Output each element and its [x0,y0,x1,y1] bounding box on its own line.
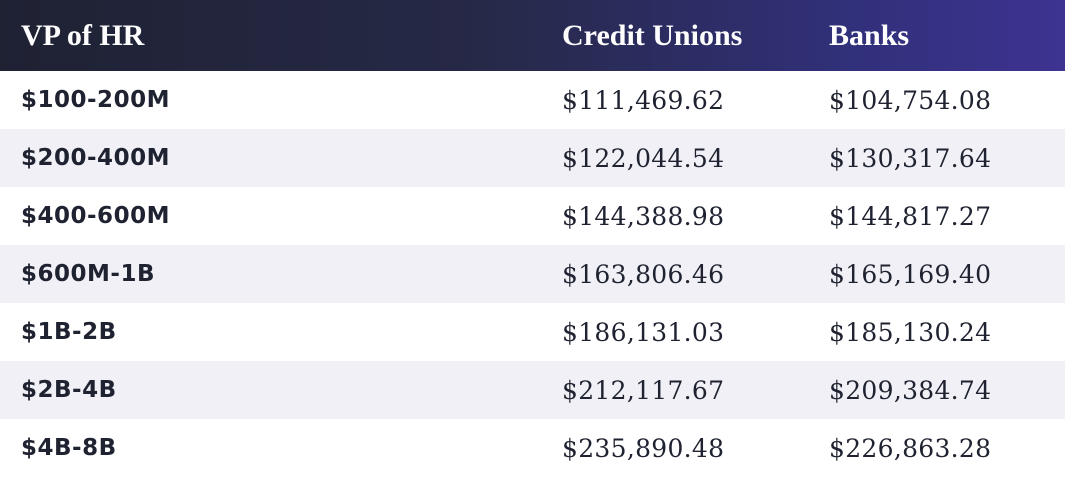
row-label: $4B-8B [21,435,117,461]
table-row: $100-200M $111,469.62 $104,754.08 [0,71,1065,129]
credit-unions-value: $163,806.46 [562,259,725,289]
credit-unions-value: $212,117.67 [562,375,725,405]
row-label: $200-400M [21,145,170,171]
table-row: $4B-8B $235,890.48 $226,863.28 [0,419,1065,477]
banks-value: $165,169.40 [829,259,992,289]
table-row: $2B-4B $212,117.67 $209,384.74 [0,361,1065,419]
credit-unions-value: $111,469.62 [562,85,725,115]
table-row: $200-400M $122,044.54 $130,317.64 [0,129,1065,187]
table-row: $400-600M $144,388.98 $144,817.27 [0,187,1065,245]
banks-value: $185,130.24 [829,317,992,347]
banks-value: $226,863.28 [829,433,992,463]
header-banks: Banks [829,18,910,52]
banks-value: $209,384.74 [829,375,992,405]
row-label: $400-600M [21,203,170,229]
header-credit-unions: Credit Unions [562,18,743,52]
row-label: $600M-1B [21,261,155,287]
banks-value: $130,317.64 [829,143,992,173]
banks-value: $144,817.27 [829,201,992,231]
row-label: $2B-4B [21,377,117,403]
table-row: $600M-1B $163,806.46 $165,169.40 [0,245,1065,303]
table-header: VP of HR Credit Unions Banks [0,0,1065,71]
credit-unions-value: $144,388.98 [562,201,725,231]
row-label: $100-200M [21,87,170,113]
banks-value: $104,754.08 [829,85,992,115]
table-row: $1B-2B $186,131.03 $185,130.24 [0,303,1065,361]
header-vp-of-hr: VP of HR [21,18,145,52]
row-label: $1B-2B [21,319,117,345]
credit-unions-value: $186,131.03 [562,317,725,347]
credit-unions-value: $122,044.54 [562,143,725,173]
credit-unions-value: $235,890.48 [562,433,725,463]
